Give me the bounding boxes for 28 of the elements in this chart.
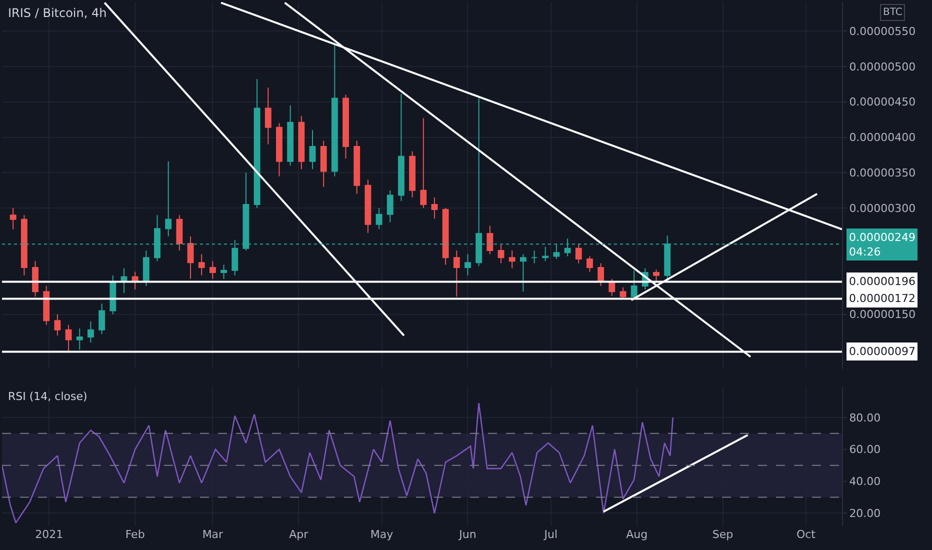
x-tick-label: Mar	[202, 528, 224, 541]
y-tick-label: 0.00000400	[849, 131, 916, 144]
x-tick-label: May	[370, 528, 394, 541]
x-tick-label: Jun	[458, 528, 476, 541]
y-tick-label: 20.00	[849, 507, 881, 520]
x-tick-label: Aug	[626, 528, 648, 541]
y-tick-label: 0.00000550	[849, 24, 916, 38]
text: BTC	[883, 7, 902, 18]
y-tick-label: 0.00000350	[849, 166, 916, 180]
y-tick-label: 0.00000300	[849, 202, 916, 215]
ref-line-label: 0.00000172	[849, 292, 916, 305]
y-tick-label: 40.00	[849, 475, 881, 488]
x-tick-label: Oct	[796, 528, 816, 541]
ref-line-label: 0.00000249 04:26	[849, 231, 916, 258]
y-tick-label: 60.00	[849, 443, 881, 456]
y-tick-label: 80.00	[849, 411, 881, 424]
y-tick-label: 0.00000500	[849, 60, 916, 74]
chart-title: IRIS / Bitcoin, 4h	[8, 6, 107, 20]
chart-title: RSI (14, close)	[8, 390, 88, 403]
x-tick-label: Feb	[125, 528, 145, 541]
x-tick-label: 2021	[35, 528, 64, 541]
ref-line-label: 0.00000196	[849, 275, 916, 288]
y-tick-label: 0.00000150	[849, 308, 916, 322]
x-tick-label: Jul	[543, 528, 558, 541]
y-tick-label: 0.00000450	[849, 96, 916, 109]
ref-line-label: 0.00000097	[849, 345, 916, 358]
x-tick-label: Sep	[712, 528, 734, 541]
x-tick-label: Apr	[289, 528, 309, 541]
